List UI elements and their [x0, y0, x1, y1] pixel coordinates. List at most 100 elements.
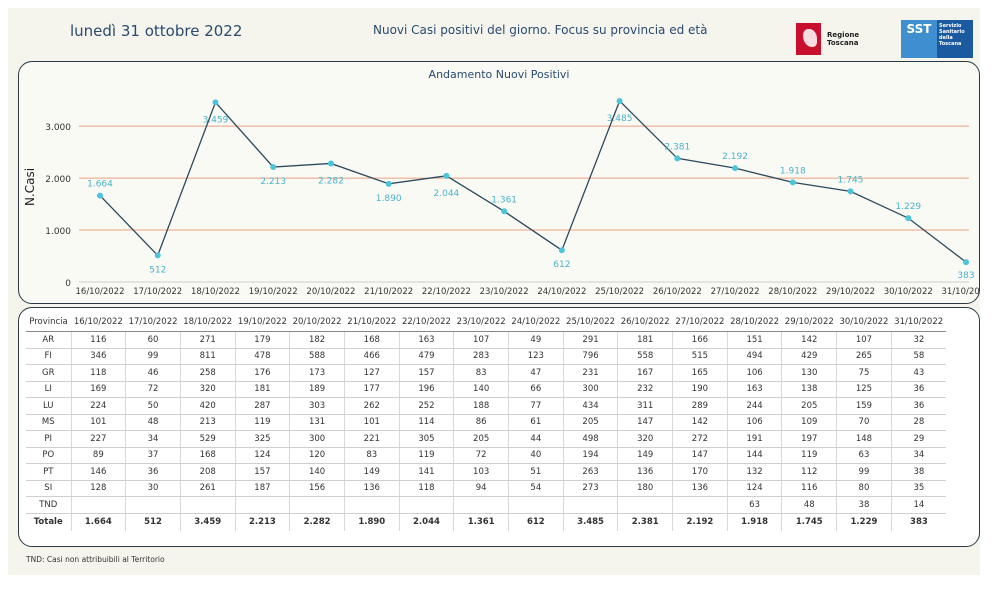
table-cell: 44 [508, 430, 564, 448]
table-cell: 244 [726, 397, 782, 415]
y-tick-label: 1.000 [45, 227, 71, 237]
x-tick-label: 21/10/2022 [364, 287, 413, 297]
x-tick-label: 26/10/2022 [653, 287, 702, 297]
x-tick-label: 27/10/2022 [711, 287, 760, 297]
table-cell: 32 [890, 331, 946, 349]
table-cell: 36 [890, 381, 946, 398]
table-cell: 77 [508, 397, 564, 415]
table-cell: 29 [890, 430, 946, 448]
data-label: 512 [149, 265, 166, 275]
table-cell: 287 [234, 397, 290, 415]
table-cell: 38 [890, 463, 946, 481]
table-cell: 466 [343, 348, 400, 365]
table-cell: 148 [836, 430, 892, 448]
data-label: 1.229 [895, 202, 921, 212]
table-cell: 132 [726, 463, 782, 481]
table-cell [343, 496, 400, 514]
table-cell: 136 [672, 480, 728, 497]
table-cell: 38 [836, 496, 892, 514]
table-header-date: 18/10/2022 [180, 313, 236, 332]
table-cell: 131 [289, 414, 345, 431]
table-cell: 66 [508, 381, 564, 398]
table-cell: 213 [179, 414, 236, 431]
data-point [905, 215, 912, 222]
table-cell: 37 [125, 447, 181, 464]
table-cell: 138 [781, 381, 837, 398]
table-cell: 106 [726, 364, 782, 382]
sst-logo: SST Servizio Sanitario della Toscana [901, 20, 973, 58]
data-point [270, 164, 277, 171]
data-label: 3.485 [607, 114, 633, 124]
table-cell: 58 [890, 348, 946, 365]
table-cell: 320 [179, 381, 236, 398]
table-panel: Provincia 16/10/2022 17/10/2022 18/10/2022 1… [18, 307, 980, 547]
table-cell: 83 [343, 447, 400, 464]
table-cell: 258 [179, 364, 236, 382]
data-point [674, 155, 681, 162]
table-cell: 305 [398, 430, 454, 448]
data-label: 612 [553, 260, 570, 270]
table-cell: 140 [289, 463, 345, 481]
table-total-cell: 2.044 [398, 512, 454, 531]
table-row: MS 101 48 213 119 131 101 114 86 61 205 147 142 106 10… [26, 414, 946, 431]
table-cell: 346 [70, 348, 126, 365]
table-cell-province: LU [26, 397, 71, 415]
table-cell: 191 [726, 430, 782, 448]
table-header-date: 27/10/2022 [672, 313, 728, 332]
table-cell: 101 [343, 414, 400, 431]
table-cell: 72 [453, 447, 509, 464]
data-point [327, 160, 334, 167]
table-cell [125, 496, 181, 514]
table-cell [508, 496, 564, 514]
table-row: GR 118 46 258 176 173 127 157 83 47 231 167 165 106 13… [26, 364, 946, 382]
table-total-cell: 1.745 [781, 512, 837, 531]
table-cell: 558 [617, 348, 673, 365]
table-cell: 231 [562, 364, 618, 382]
table-cell-province: AR [26, 331, 71, 349]
table-cell: 300 [289, 430, 345, 448]
table-header-date: 17/10/2022 [125, 313, 181, 332]
table-cell: 99 [125, 348, 181, 365]
table-cell: 49 [508, 331, 564, 349]
data-point [732, 165, 739, 172]
table-cell: 263 [562, 463, 618, 481]
table-header-row: Provincia 16/10/2022 17/10/2022 18/10/2022 1… [26, 313, 946, 332]
table-cell: 166 [672, 331, 728, 349]
table-cell: 149 [617, 447, 673, 464]
table-total-cell: 3.485 [562, 512, 618, 531]
table-cell-province: FI [26, 348, 71, 365]
table-cell: 811 [179, 348, 236, 365]
table-header-date: 26/10/2022 [617, 313, 673, 332]
table-cell: 159 [836, 397, 892, 415]
table-cell: 43 [890, 364, 946, 382]
table-cell [70, 496, 126, 514]
table-cell: 271 [179, 331, 236, 349]
table-cell: 48 [781, 496, 837, 514]
table-cell: 169 [70, 381, 126, 398]
data-label: 2.213 [260, 177, 286, 187]
table-cell: 170 [672, 463, 728, 481]
table-cell: 120 [289, 447, 345, 464]
y-axis-label: N.Casi [23, 168, 37, 206]
table-cell: 30 [125, 480, 181, 497]
table-cell-province: MS [26, 414, 71, 431]
x-tick-label: 17/10/2022 [133, 287, 182, 297]
table-header-date: 29/10/2022 [781, 313, 837, 332]
table-row: SI 128 30 261 187 156 136 118 94 54 273 180 136 124 11… [26, 480, 946, 497]
table-header-date: 19/10/2022 [235, 313, 290, 332]
table-cell: 35 [890, 480, 946, 497]
table-cell: 205 [453, 430, 509, 448]
x-tick-label: 20/10/2022 [306, 287, 355, 297]
table-cell-province: TND [26, 496, 71, 514]
table-cell: 156 [289, 480, 345, 497]
table-cell: 118 [70, 364, 126, 382]
table-header-date: 28/10/2022 [727, 313, 782, 332]
x-tick-label: 18/10/2022 [191, 287, 240, 297]
data-point [847, 188, 854, 195]
table-cell: 28 [890, 414, 946, 431]
table-total-cell: 1.229 [836, 512, 892, 531]
table-cell: 289 [672, 397, 728, 415]
table-cell-province: LI [26, 381, 71, 398]
table-cell: 194 [562, 447, 618, 464]
table-header-date: 20/10/2022 [289, 313, 345, 332]
